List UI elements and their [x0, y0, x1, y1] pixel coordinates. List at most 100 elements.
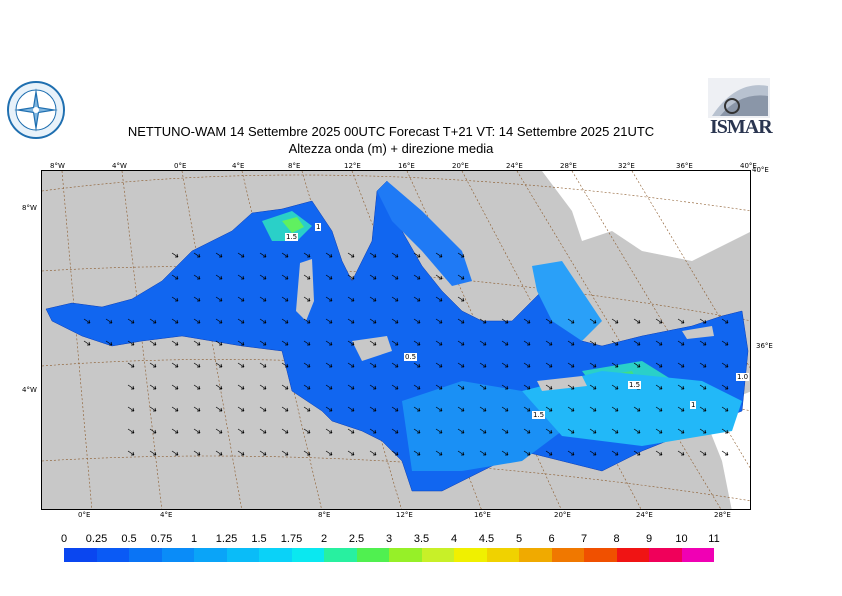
- top-longitude-label: 8°E: [288, 162, 301, 170]
- direction-arrow: [611, 450, 619, 456]
- direction-arrow: [501, 340, 509, 346]
- direction-arrow: [325, 406, 333, 412]
- direction-arrow: [633, 340, 641, 346]
- direction-arrow: [391, 450, 399, 456]
- direction-arrow: [479, 450, 487, 456]
- direction-arrow: [677, 340, 685, 346]
- aegean-sea: [532, 261, 602, 341]
- contour-label: 1.5: [285, 233, 299, 241]
- direction-arrow: [413, 340, 421, 346]
- direction-arrow: [457, 274, 465, 280]
- direction-arrow: [413, 384, 421, 390]
- direction-arrow: [369, 406, 377, 412]
- direction-arrow: [457, 252, 465, 258]
- direction-arrow: [611, 362, 619, 368]
- direction-arrow: [699, 384, 707, 390]
- direction-arrow: [193, 296, 201, 302]
- direction-arrow: [435, 318, 443, 324]
- direction-arrow: [149, 428, 157, 434]
- corsica-sardinia: [296, 259, 314, 321]
- direction-arrow: [83, 340, 91, 346]
- direction-arrow: [589, 384, 597, 390]
- direction-arrow: [303, 274, 311, 280]
- direction-arrow: [193, 406, 201, 412]
- side-label: 8°W: [22, 204, 37, 212]
- direction-arrow: [721, 362, 729, 368]
- colorbar-label: 0.25: [85, 533, 108, 545]
- bottom-longitude-label: 24°E: [636, 511, 653, 519]
- direction-arrow: [127, 384, 135, 390]
- direction-arrow: [127, 318, 135, 324]
- direction-arrow: [215, 362, 223, 368]
- bottom-longitude-label: 0°E: [78, 511, 91, 519]
- direction-arrow: [369, 450, 377, 456]
- direction-arrow: [215, 252, 223, 258]
- bottom-longitude-label: 8°E: [318, 511, 331, 519]
- colorbar: [64, 548, 714, 562]
- map-panel: 1.5 1 0.5 1.5 1.5 1 1.0: [41, 170, 751, 510]
- direction-arrow: [237, 406, 245, 412]
- direction-arrow: [457, 406, 465, 412]
- direction-arrow: [215, 450, 223, 456]
- direction-arrow: [369, 384, 377, 390]
- direction-arrow: [215, 406, 223, 412]
- colorbar-swatch: [259, 548, 292, 562]
- colorbar-swatch: [226, 548, 259, 562]
- direction-arrow: [391, 252, 399, 258]
- direction-arrow: [413, 296, 421, 302]
- direction-arrow: [303, 318, 311, 324]
- colorbar-swatch: [161, 548, 194, 562]
- direction-arrow: [303, 362, 311, 368]
- colorbar-swatch: [356, 548, 389, 562]
- direction-arrow: [149, 362, 157, 368]
- direction-arrow: [435, 296, 443, 302]
- direction-arrow: [325, 296, 333, 302]
- direction-arrow: [237, 384, 245, 390]
- direction-arrow: [281, 252, 289, 258]
- direction-arrow: [545, 406, 553, 412]
- colorbar-label: 2: [320, 533, 328, 545]
- direction-arrow: [149, 340, 157, 346]
- east-band: [522, 371, 742, 446]
- direction-arrow: [391, 406, 399, 412]
- direction-arrow: [699, 318, 707, 324]
- direction-arrow: [171, 362, 179, 368]
- colorbar-swatch: [421, 548, 454, 562]
- direction-arrow: [215, 318, 223, 324]
- direction-arrow: [413, 252, 421, 258]
- direction-arrow: [369, 296, 377, 302]
- direction-arrow: [347, 362, 355, 368]
- direction-arrow: [523, 384, 531, 390]
- direction-arrow: [325, 274, 333, 280]
- top-longitude-label: 0°E: [174, 162, 187, 170]
- direction-arrow: [655, 362, 663, 368]
- direction-arrow: [149, 318, 157, 324]
- direction-arrow: [479, 384, 487, 390]
- top-longitude-label: 36°E: [676, 162, 693, 170]
- direction-arrow: [281, 450, 289, 456]
- direction-arrow: [347, 274, 355, 280]
- map-subtitle: Altezza onda (m) + direzione media: [288, 141, 494, 156]
- direction-arrow: [677, 428, 685, 434]
- direction-arrow: [501, 362, 509, 368]
- direction-arrow: [347, 406, 355, 412]
- direction-arrow: [171, 296, 179, 302]
- direction-arrow: [369, 318, 377, 324]
- direction-arrow: [501, 450, 509, 456]
- central-band: [402, 381, 562, 471]
- direction-arrow: [259, 406, 267, 412]
- side-label: 36°E: [756, 342, 773, 350]
- colorbar-label: 1.25: [215, 533, 238, 545]
- colorbar-label: 2.5: [348, 533, 365, 545]
- direction-arrow: [699, 340, 707, 346]
- side-label: 40°E: [752, 166, 769, 174]
- direction-arrow: [391, 340, 399, 346]
- direction-arrow: [633, 318, 641, 324]
- direction-arrow: [347, 428, 355, 434]
- direction-arrow: [501, 428, 509, 434]
- contour-label: 1.0: [736, 373, 750, 381]
- colorbar-label: 0.75: [150, 533, 173, 545]
- direction-arrow: [545, 362, 553, 368]
- colorbar-swatch: [519, 548, 552, 562]
- direction-arrow: [413, 274, 421, 280]
